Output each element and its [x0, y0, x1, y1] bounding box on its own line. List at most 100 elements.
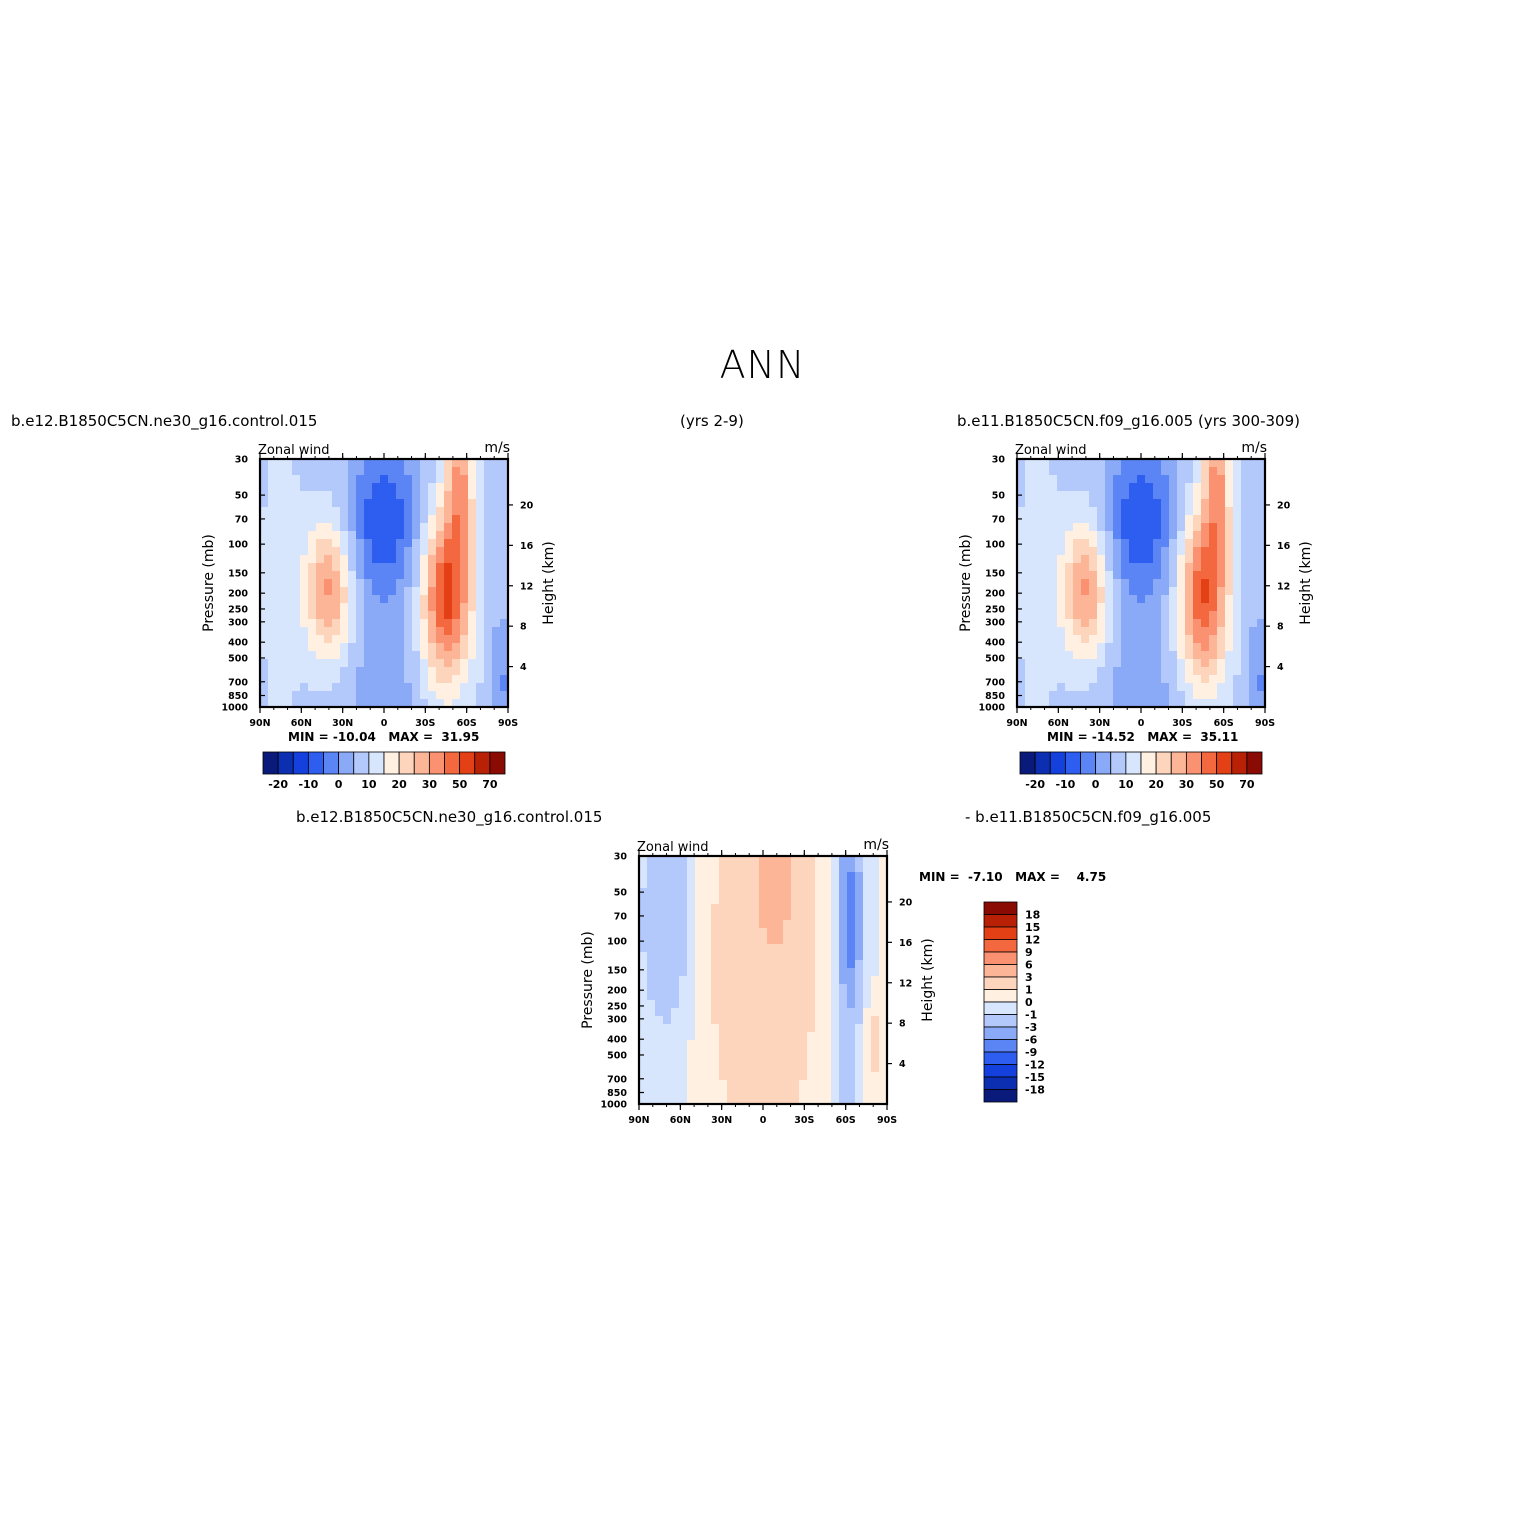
- field-cell: [1249, 547, 1258, 556]
- field-cell: [1241, 643, 1250, 652]
- field-cell: [735, 880, 744, 889]
- field-cell: [388, 619, 397, 628]
- field-cell: [1233, 643, 1242, 652]
- field-cell: [260, 627, 269, 636]
- colorbar-test-svg: -20 -10 0 10 20 30 50 70: [262, 751, 506, 791]
- field-cell: [460, 515, 469, 524]
- field-cell: [639, 976, 648, 985]
- field-cell: [1161, 683, 1170, 692]
- field-cell: [300, 667, 309, 676]
- field-cell: [1041, 571, 1050, 580]
- field-cell: [324, 459, 333, 468]
- field-cell: [444, 523, 453, 532]
- field-cell: [1049, 579, 1058, 588]
- panel-units: m/s: [484, 440, 510, 456]
- field-cell: [799, 1056, 808, 1065]
- field-cell: [1089, 539, 1098, 548]
- field-cell: [1225, 611, 1234, 620]
- field-cell: [364, 691, 373, 700]
- field-cell: [1201, 547, 1210, 556]
- field-cell: [348, 611, 357, 620]
- field-cell: [1241, 659, 1250, 668]
- field-cell: [767, 1040, 776, 1049]
- field-cell: [476, 667, 485, 676]
- colorbar-label: 12: [1025, 934, 1040, 947]
- field-cell: [356, 651, 365, 660]
- field-cell: [759, 920, 768, 929]
- field-cell: [807, 1080, 816, 1089]
- field-cell: [687, 1008, 696, 1017]
- field-cell: [468, 587, 477, 596]
- field-cell: [823, 888, 832, 897]
- field-cell: [412, 571, 421, 580]
- field-cell: [428, 667, 437, 676]
- field-cell: [356, 667, 365, 676]
- field-cell: [679, 976, 688, 985]
- field-cell: [1057, 659, 1066, 668]
- field-cell: [284, 555, 293, 564]
- colorbar-test: -20 -10 0 10 20 30 50 70: [255, 748, 520, 800]
- field-cell: [372, 523, 381, 532]
- field-cell: [1137, 499, 1146, 508]
- field-cell: [316, 603, 325, 612]
- caption-control-case: b.e11.B1850C5CN.f09_g16.005 (yrs 300-309…: [957, 412, 1300, 430]
- field-cell: [428, 547, 437, 556]
- field-cell: [404, 467, 413, 476]
- field-cell: [436, 539, 445, 548]
- field-cell: [855, 904, 864, 913]
- field-cell: [1129, 515, 1138, 524]
- field-cell: [476, 531, 485, 540]
- field-cell: [831, 1008, 840, 1017]
- y-tick-label: 850: [607, 1088, 627, 1099]
- field-cell: [476, 643, 485, 652]
- field-cell: [1113, 523, 1122, 532]
- field-cell: [324, 659, 333, 668]
- field-cell: [839, 936, 848, 945]
- colorbar-label: 3: [1025, 971, 1033, 984]
- field-cell: [1105, 619, 1114, 628]
- field-cell: [404, 611, 413, 620]
- field-cell: [1145, 459, 1154, 468]
- field-cell: [879, 864, 888, 873]
- field-cell: [388, 587, 397, 596]
- field-cell: [1041, 499, 1050, 508]
- field-cell: [476, 571, 485, 580]
- field-cell: [332, 699, 341, 708]
- field-cell: [1113, 547, 1122, 556]
- field-cell: [735, 888, 744, 897]
- field-cell: [807, 1056, 816, 1065]
- field-cell: [719, 1064, 728, 1073]
- field-cell: [751, 856, 760, 865]
- field-cell: [1041, 595, 1050, 604]
- field-cell: [1249, 675, 1258, 684]
- field-cell: [1081, 491, 1090, 500]
- field-cell: [340, 587, 349, 596]
- field-cell: [727, 1008, 736, 1017]
- field-cell: [420, 595, 429, 604]
- field-cell: [1089, 651, 1098, 660]
- field-cell: [484, 523, 493, 532]
- field-cell: [1121, 491, 1130, 500]
- field-cell: [823, 952, 832, 961]
- field-cell: [703, 968, 712, 977]
- field-cell: [655, 1072, 664, 1081]
- field-cell: [839, 864, 848, 873]
- x-tick-label: 0: [760, 1115, 767, 1126]
- field-cell: [783, 952, 792, 961]
- field-cell: [767, 960, 776, 969]
- field-cell: [1129, 547, 1138, 556]
- field-cell: [711, 1064, 720, 1073]
- field-cell: [468, 499, 477, 508]
- field-cell: [468, 699, 477, 708]
- field-cell: [300, 579, 309, 588]
- field-cell: [1057, 651, 1066, 660]
- field-cell: [1161, 459, 1170, 468]
- field-cell: [492, 619, 501, 628]
- y2-tick-label: 12: [1277, 581, 1290, 592]
- y-tick-label: 250: [607, 1001, 627, 1012]
- field-cell: [404, 659, 413, 668]
- field-cell: [452, 499, 461, 508]
- field-cell: [1153, 699, 1162, 708]
- y-tick-label: 250: [228, 604, 248, 615]
- field-cell: [663, 1024, 672, 1033]
